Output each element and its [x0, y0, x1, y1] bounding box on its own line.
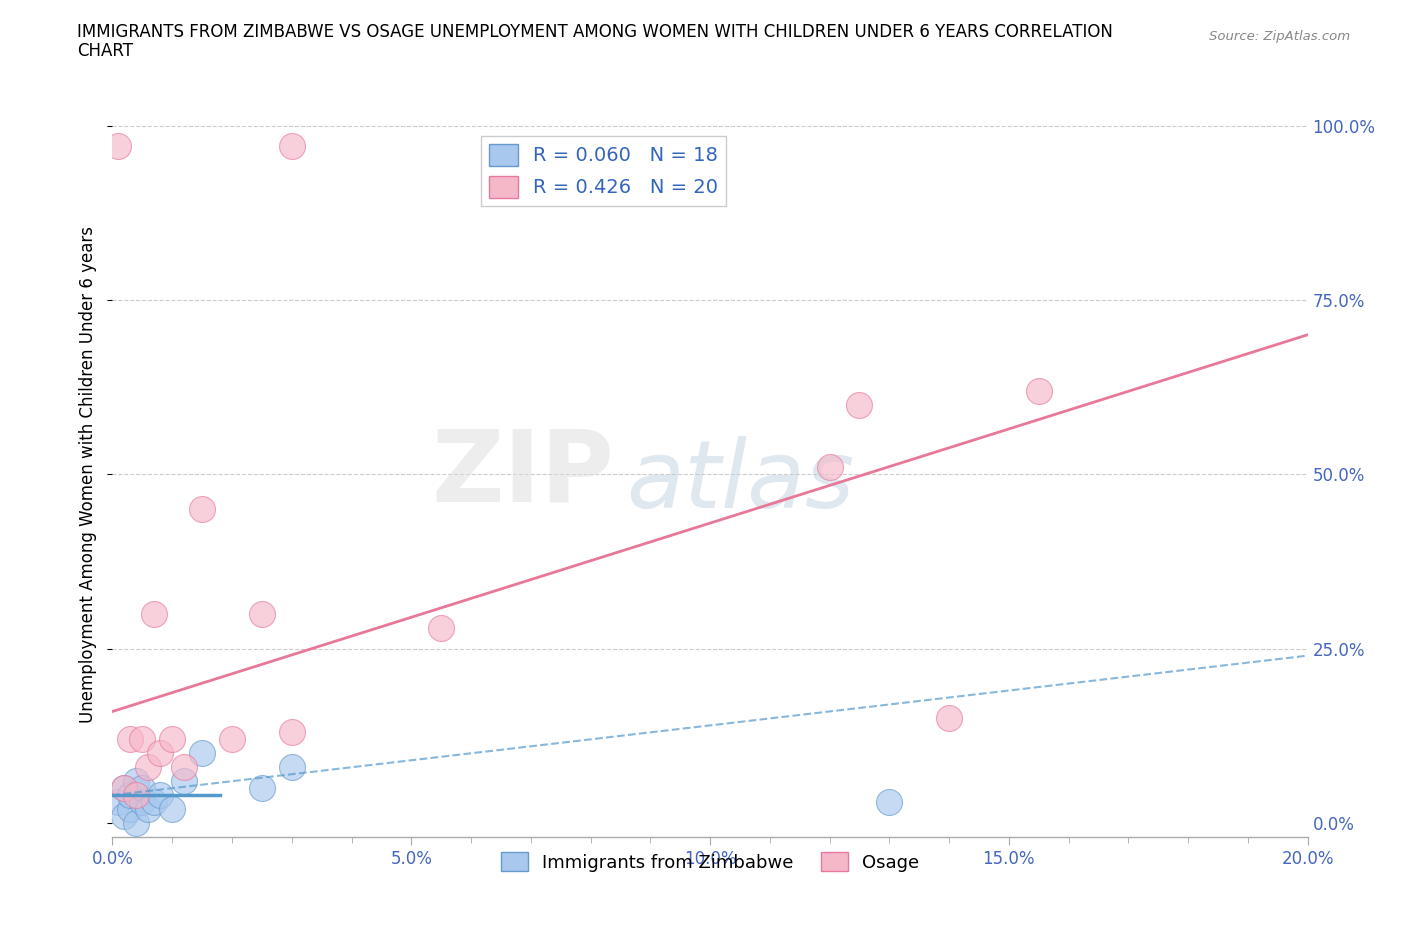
- Y-axis label: Unemployment Among Women with Children Under 6 years: Unemployment Among Women with Children U…: [79, 226, 97, 723]
- Text: ZIP: ZIP: [432, 426, 614, 523]
- Point: [125, 774, 148, 789]
- Point: [281, 760, 304, 775]
- Point: [149, 788, 172, 803]
- Point: [143, 794, 166, 809]
- Point: [818, 460, 841, 475]
- Point: [131, 781, 153, 796]
- Point: [120, 788, 142, 803]
- Point: [131, 794, 153, 809]
- Point: [938, 711, 960, 726]
- Point: [162, 802, 183, 817]
- Point: [138, 760, 160, 775]
- Point: [250, 781, 273, 796]
- Point: [149, 746, 172, 761]
- Point: [114, 781, 135, 796]
- Point: [107, 140, 129, 154]
- Point: [848, 397, 870, 412]
- Point: [281, 725, 304, 740]
- Point: [138, 802, 160, 817]
- Point: [125, 816, 148, 830]
- Point: [250, 606, 273, 621]
- Point: [191, 746, 214, 761]
- Point: [114, 781, 135, 796]
- Point: [430, 620, 453, 635]
- Point: [125, 788, 148, 803]
- Point: [221, 732, 243, 747]
- Legend: Immigrants from Zimbabwe, Osage: Immigrants from Zimbabwe, Osage: [494, 845, 927, 879]
- Point: [162, 732, 183, 747]
- Point: [173, 774, 195, 789]
- Point: [1028, 383, 1050, 398]
- Point: [120, 732, 142, 747]
- Point: [191, 502, 214, 517]
- Point: [143, 606, 166, 621]
- Text: atlas: atlas: [627, 436, 855, 527]
- Text: IMMIGRANTS FROM ZIMBABWE VS OSAGE UNEMPLOYMENT AMONG WOMEN WITH CHILDREN UNDER 6: IMMIGRANTS FROM ZIMBABWE VS OSAGE UNEMPL…: [77, 23, 1114, 41]
- Point: [131, 732, 153, 747]
- Point: [107, 794, 129, 809]
- Point: [120, 802, 142, 817]
- Point: [281, 140, 304, 154]
- Point: [879, 794, 901, 809]
- Point: [114, 809, 135, 824]
- Text: Source: ZipAtlas.com: Source: ZipAtlas.com: [1209, 30, 1350, 43]
- Point: [173, 760, 195, 775]
- Text: CHART: CHART: [77, 42, 134, 60]
